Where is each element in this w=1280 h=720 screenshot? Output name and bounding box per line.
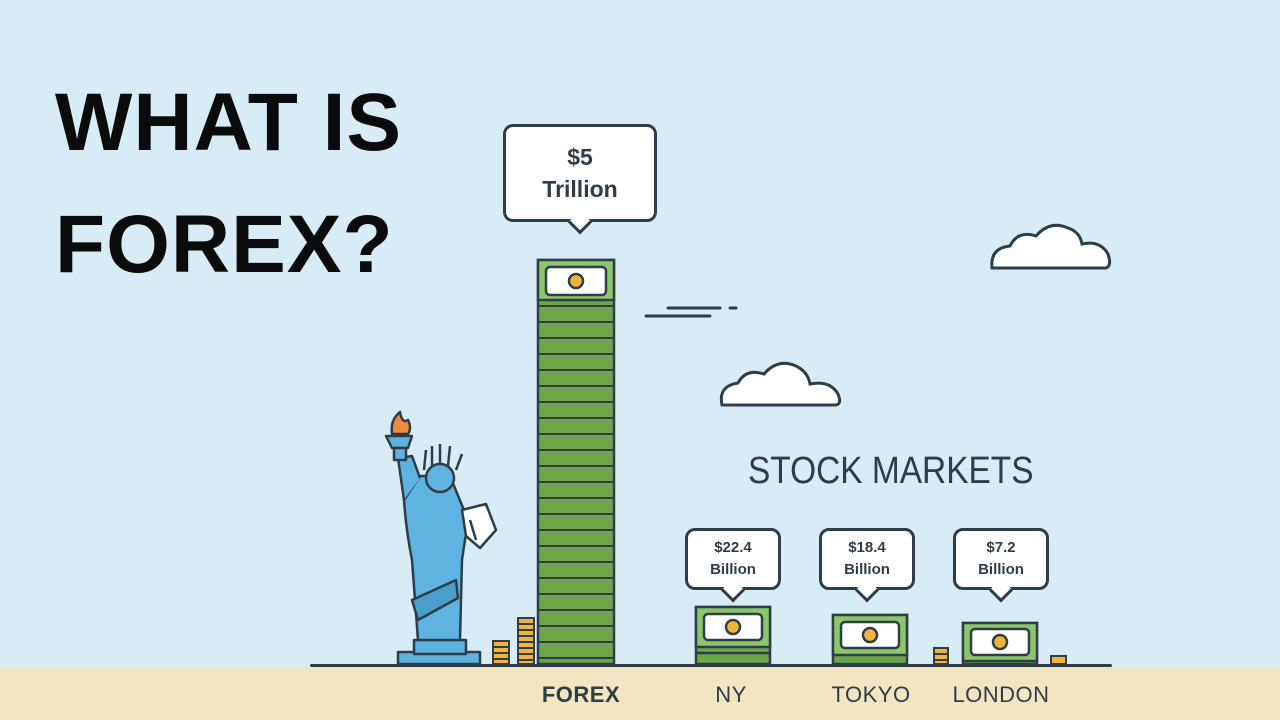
ground-line bbox=[310, 664, 1112, 667]
tokyo-volume-unit: Billion bbox=[844, 561, 890, 578]
coin-stacks bbox=[492, 617, 1067, 665]
market-label-london: LONDON bbox=[952, 682, 1050, 707]
market-label-tokyo: TOKYO bbox=[831, 682, 911, 707]
tokyo-volume-amount: $18.4 bbox=[848, 539, 886, 556]
tokyo-money-stack bbox=[831, 613, 909, 666]
forex-volume-callout: $5 Trillion bbox=[503, 124, 657, 222]
title-line-2: FOREX? bbox=[55, 199, 394, 290]
market-label-ny: NY bbox=[715, 682, 747, 707]
ny-volume-callout: $22.4 Billion bbox=[685, 528, 781, 590]
forex-money-stack bbox=[536, 258, 616, 666]
london-volume-callout: $7.2 Billion bbox=[953, 528, 1049, 590]
london-money-stack bbox=[961, 621, 1039, 666]
tokyo-volume-callout: $18.4 Billion bbox=[819, 528, 915, 590]
stock-markets-heading: STOCK MARKETS bbox=[748, 450, 1034, 492]
title-line-1: WHAT IS bbox=[55, 77, 403, 168]
ny-volume-unit: Billion bbox=[710, 561, 756, 578]
forex-volume-amount: $5 bbox=[567, 144, 593, 170]
statue-of-liberty-icon bbox=[384, 410, 498, 666]
ground bbox=[0, 668, 1280, 720]
market-label-forex: FOREX bbox=[541, 682, 621, 707]
london-volume-amount: $7.2 bbox=[986, 539, 1016, 556]
page-title: WHAT IS FOREX? bbox=[55, 62, 475, 306]
cloud-icon bbox=[990, 223, 1112, 270]
forex-volume-unit: Trillion bbox=[542, 176, 618, 202]
ny-volume-amount: $22.4 bbox=[714, 539, 752, 556]
ny-money-stack bbox=[694, 605, 772, 666]
london-volume-unit: Billion bbox=[978, 561, 1024, 578]
cloud-icon bbox=[719, 361, 842, 407]
speed-lines bbox=[644, 306, 738, 318]
